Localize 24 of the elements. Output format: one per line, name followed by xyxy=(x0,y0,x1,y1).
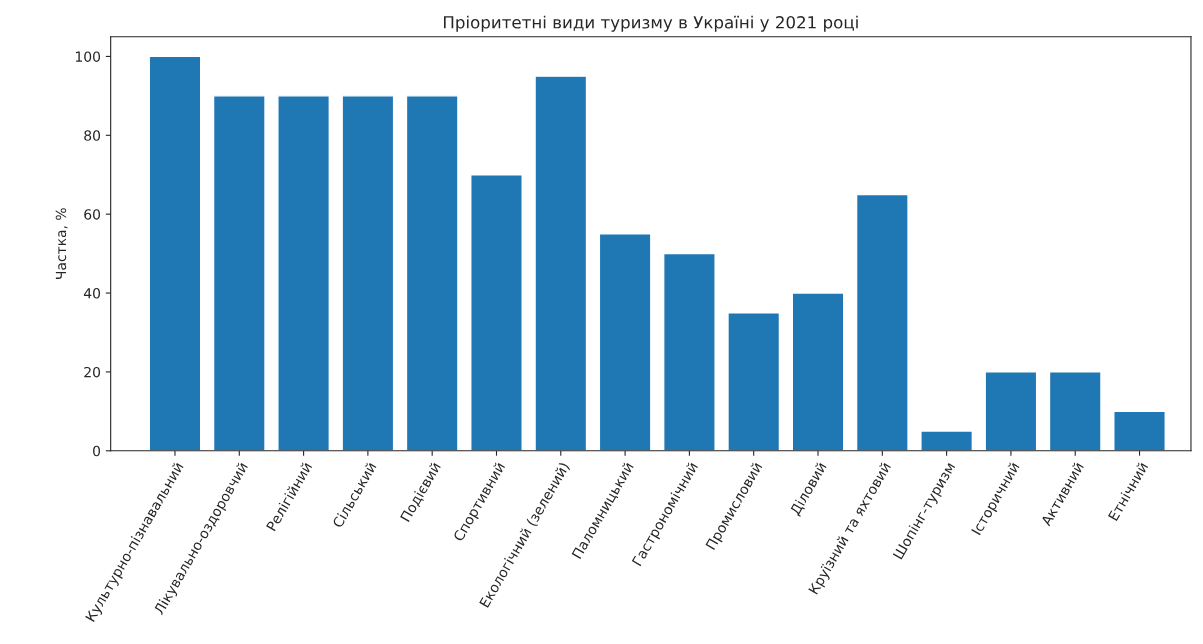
y-tick-label: 40 xyxy=(83,288,101,299)
y-tick-label: 80 xyxy=(84,130,101,141)
bar xyxy=(405,95,459,451)
bar xyxy=(855,193,909,451)
y-tick-label: 0 xyxy=(93,445,101,457)
bar xyxy=(148,55,202,451)
chart-title: Пріоритетні види туризму в Україні у 2021 році xyxy=(443,15,858,32)
bar xyxy=(791,292,845,451)
bar xyxy=(727,312,781,451)
bar xyxy=(1048,371,1102,451)
bar xyxy=(470,174,523,451)
bar xyxy=(277,95,331,451)
y-tick-label: 100 xyxy=(75,51,101,62)
bar xyxy=(920,430,974,451)
y-tick-label: 20 xyxy=(84,366,101,378)
bar xyxy=(212,95,266,451)
bar xyxy=(341,95,395,451)
bar xyxy=(984,371,1038,451)
bar xyxy=(1113,410,1166,451)
bar xyxy=(662,252,716,451)
y-axis-title: Частка, % xyxy=(55,208,68,279)
bar xyxy=(534,75,588,451)
bar xyxy=(598,233,652,451)
y-tick-label: 60 xyxy=(84,209,101,220)
